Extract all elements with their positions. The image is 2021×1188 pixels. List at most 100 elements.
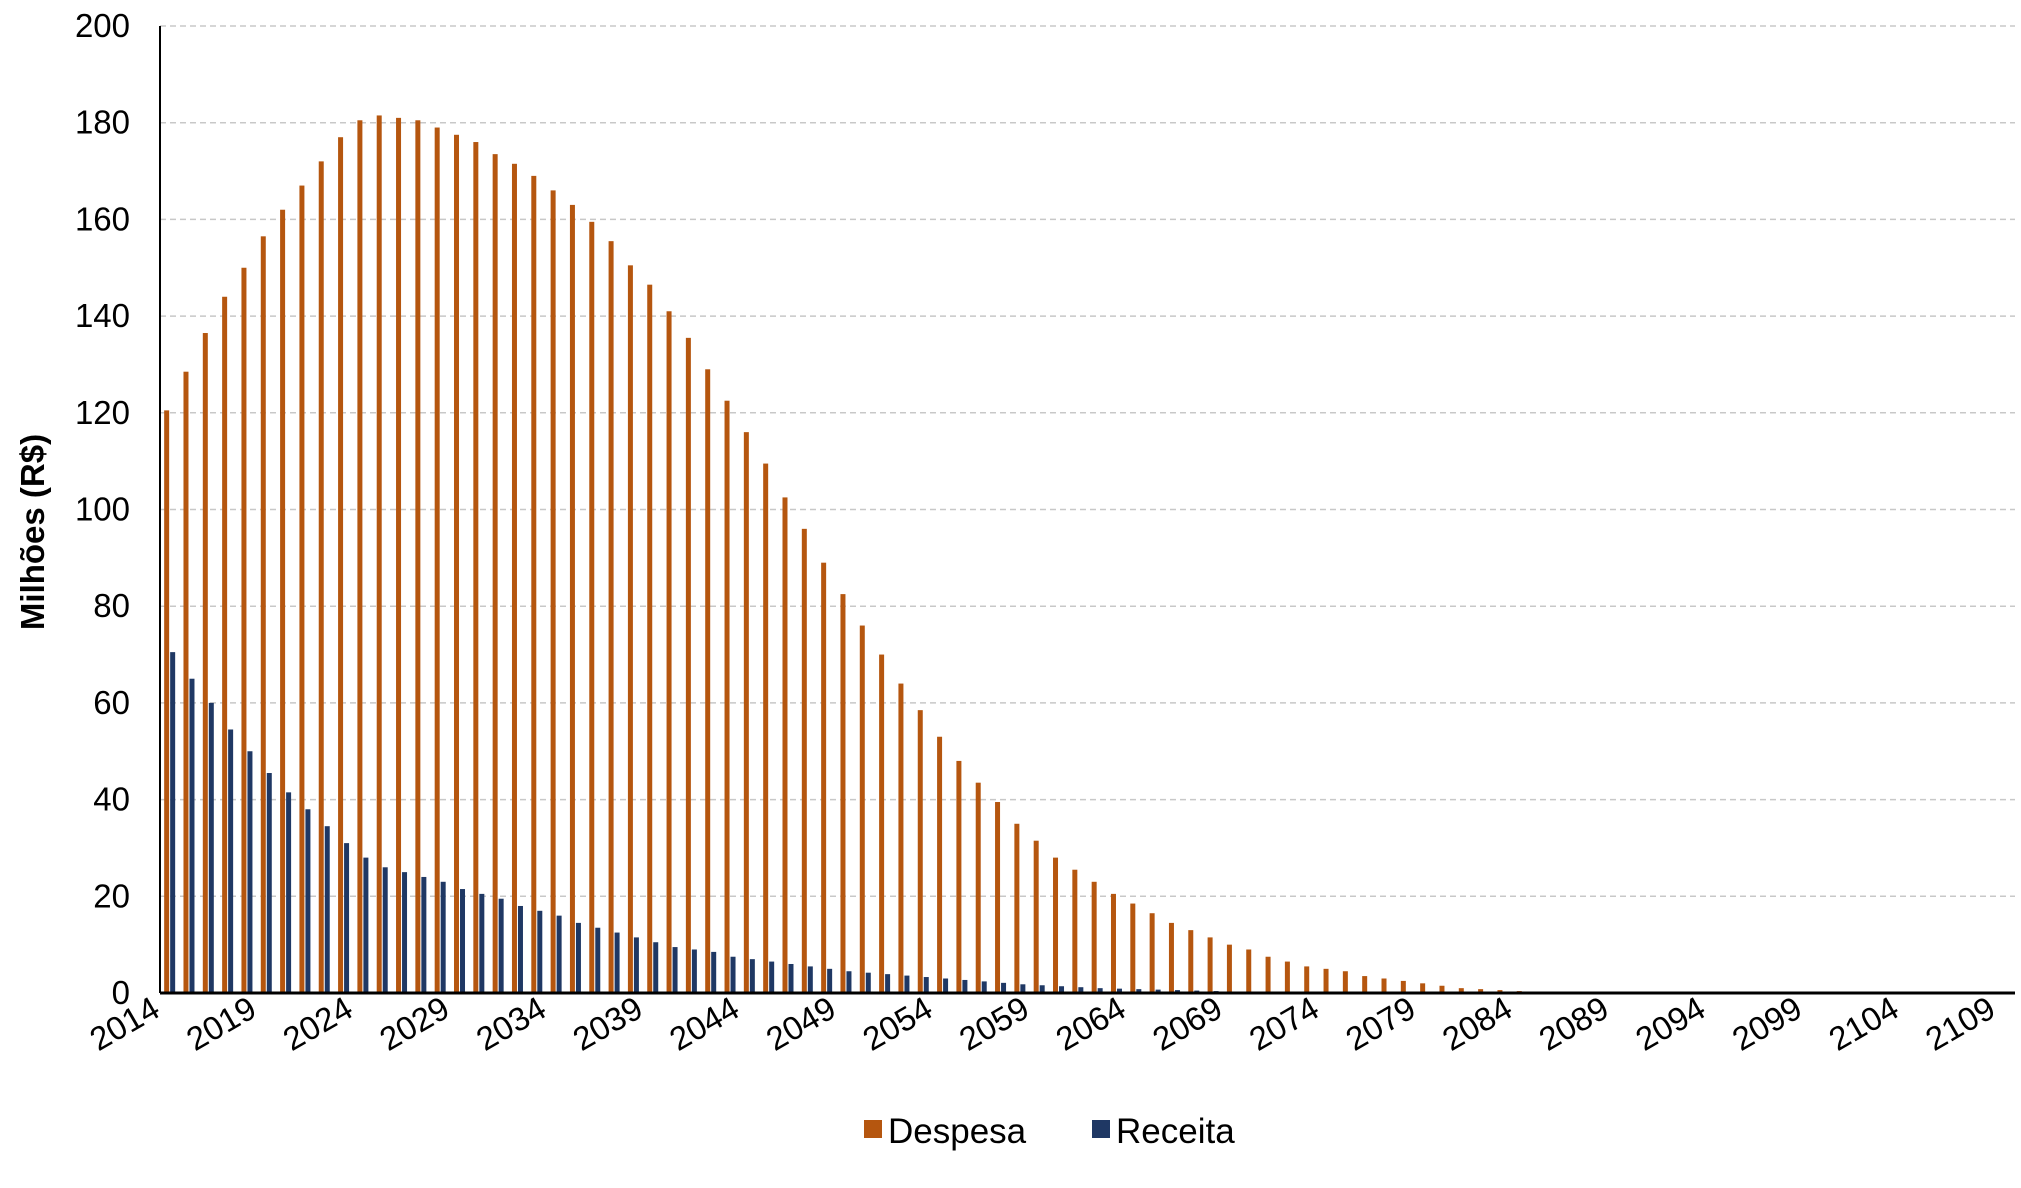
y-tick-label: 120: [75, 394, 130, 431]
bar-receita-2016: [208, 702, 214, 993]
bar-despesa-2054: [937, 736, 943, 993]
bar-despesa-2052: [898, 683, 904, 993]
bar-receita-2052: [904, 975, 910, 993]
bar-despesa-2019: [260, 236, 266, 993]
bar-despesa-2050: [859, 625, 865, 993]
legend-label-despesa: Despesa: [888, 1112, 1027, 1151]
x-tick-label: 2094: [1629, 989, 1711, 1058]
legend-label-receita: Receita: [1116, 1112, 1235, 1151]
bar-despesa-2026: [396, 117, 402, 994]
x-tick-label: 2049: [760, 989, 842, 1058]
y-tick-label: 100: [75, 491, 130, 528]
bar-despesa-2079: [1420, 983, 1426, 993]
bar-despesa-2049: [840, 594, 846, 993]
y-tick-label: 0: [112, 974, 130, 1011]
bar-receita-2039: [653, 942, 659, 993]
bar-receita-2022: [324, 826, 330, 993]
bar-receita-2020: [286, 792, 292, 993]
x-tick-label: 2099: [1726, 989, 1808, 1058]
bar-despesa-2072: [1284, 961, 1290, 993]
bar-despesa-2063: [1110, 893, 1116, 993]
bar-despesa-2066: [1168, 922, 1174, 993]
bar-despesa-2029: [454, 134, 460, 994]
x-tick-label: 2109: [1919, 989, 2001, 1058]
bar-despesa-2016: [202, 333, 208, 993]
bar-receita-2015: [189, 678, 195, 993]
x-tick-label: 2074: [1243, 989, 1325, 1058]
legend-swatch-receita: [1092, 1120, 1110, 1138]
x-tick-label: 2104: [1823, 989, 1905, 1058]
y-tick-label: 20: [93, 877, 130, 914]
bar-receita-2057: [1001, 982, 1007, 993]
bar-receita-2048: [827, 968, 833, 993]
bar-despesa-2082: [1478, 989, 1484, 993]
bar-receita-2047: [807, 966, 813, 993]
bar-despesa-2081: [1458, 988, 1464, 993]
bar-despesa-2080: [1439, 985, 1445, 993]
bar-despesa-2068: [1207, 937, 1213, 993]
bar-despesa-2036: [589, 221, 595, 993]
bar-receita-2055: [962, 979, 968, 993]
bar-receita-2062: [1097, 988, 1103, 993]
legend-swatch-despesa: [864, 1120, 882, 1138]
bar-despesa-2058: [1014, 823, 1020, 993]
bar-despesa-2077: [1381, 978, 1387, 993]
bar-despesa-2040: [666, 311, 672, 993]
axes: [159, 26, 2015, 995]
bar-despesa-2061: [1072, 869, 1078, 993]
x-tick-label: 2084: [1436, 989, 1518, 1058]
bar-receita-2027: [421, 876, 427, 993]
bar-despesa-2041: [685, 337, 691, 993]
bar-receita-2045: [769, 961, 775, 993]
bar-receita-2046: [788, 963, 794, 993]
bar-receita-2054: [943, 978, 949, 993]
bar-receita-2014: [170, 652, 176, 993]
bar-despesa-2014: [164, 410, 170, 993]
bar-despesa-2039: [647, 284, 653, 993]
x-tick-label: 2039: [567, 989, 649, 1058]
bar-despesa-2078: [1400, 980, 1406, 993]
bar-receita-2037: [614, 932, 620, 993]
bar-despesa-2044: [743, 432, 749, 993]
bar-despesa-2034: [550, 190, 556, 993]
grid-lines: [160, 25, 2015, 898]
bar-receita-2018: [247, 751, 253, 993]
bar-despesa-2062: [1091, 881, 1097, 993]
bar-receita-2049: [846, 971, 852, 993]
y-tick-label: 180: [75, 104, 130, 141]
bar-despesa-2076: [1362, 976, 1368, 993]
bar-despesa-2024: [357, 120, 363, 993]
bar-despesa-2025: [376, 115, 382, 993]
bar-receita-2041: [691, 949, 697, 993]
bar-despesa-2047: [801, 528, 807, 993]
bar-receita-2033: [537, 910, 543, 993]
bar-receita-2035: [575, 922, 581, 993]
bar-despesa-2045: [763, 463, 769, 993]
bar-despesa-2017: [222, 296, 228, 993]
y-tick-label: 140: [75, 297, 130, 334]
bar-despesa-2056: [975, 782, 981, 993]
bar-despesa-2018: [241, 267, 247, 993]
y-tick-label: 160: [75, 200, 130, 237]
x-tick-label: 2024: [277, 989, 359, 1058]
bar-receita-2019: [266, 773, 272, 993]
y-tick-labels: 0 20 40 60 80 100 120 140 160 180 200: [75, 7, 130, 1011]
x-tick-label: 2089: [1533, 989, 1615, 1058]
y-tick-label: 60: [93, 684, 130, 721]
bar-receita-2036: [595, 927, 601, 993]
bar-despesa-2028: [434, 127, 440, 993]
bar-despesa-2032: [511, 163, 517, 994]
bar-despesa-2060: [1053, 857, 1059, 993]
y-axis-title: Milhões (R$): [14, 434, 51, 630]
bar-despesa-2021: [299, 185, 305, 993]
x-tick-label: 2079: [1339, 989, 1421, 1058]
bar-receita-2043: [730, 956, 736, 993]
bar-receita-2059: [1039, 985, 1045, 993]
bar-despesa-2064: [1130, 903, 1136, 993]
bar-despesa-2015: [183, 371, 189, 993]
bar-receita-2023: [344, 843, 350, 993]
bar-despesa-2046: [782, 497, 788, 993]
x-tick-label: 2069: [1146, 989, 1228, 1058]
bar-despesa-2055: [956, 760, 962, 993]
y-tick-label: 200: [75, 7, 130, 44]
